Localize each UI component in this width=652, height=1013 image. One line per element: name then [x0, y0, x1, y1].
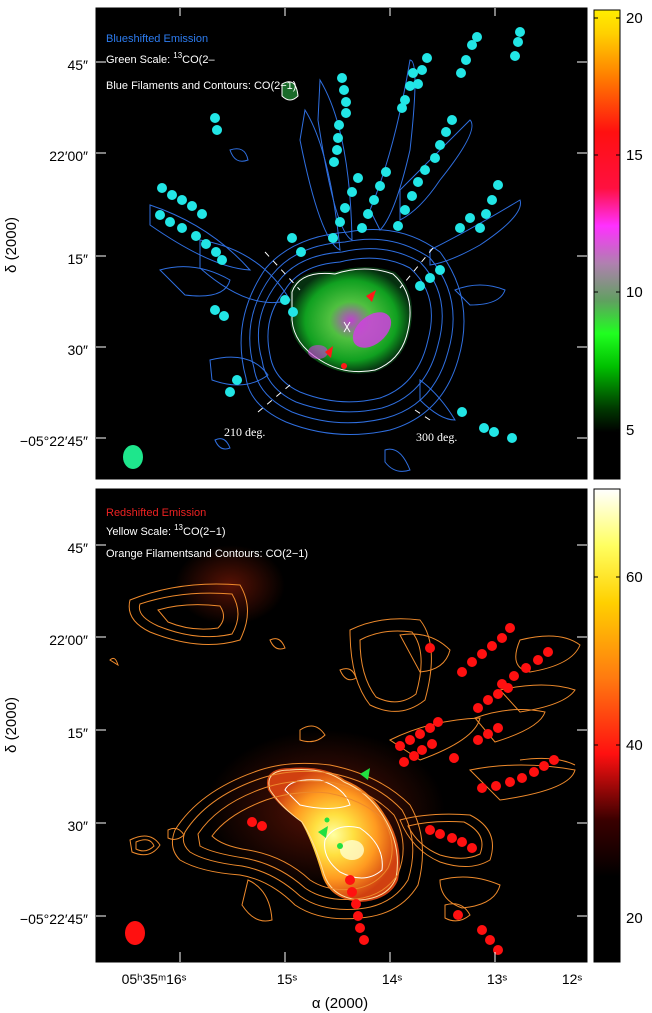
xtick-13s: 13ˢ: [487, 971, 508, 987]
xlabel: α (2000): [312, 995, 368, 1012]
bottom-scale-label: Yellow Scale: 13CO(2−1): [106, 523, 226, 538]
bottom-colorbar: [593, 488, 621, 963]
bottom-ytick-30: 30″: [67, 818, 88, 834]
bottom-cb-tick-60: 60: [626, 569, 643, 586]
top-cb-tick-5: 5: [626, 422, 634, 439]
bottom-ytick-45: 45″: [67, 540, 88, 556]
top-contours: [149, 59, 521, 472]
top-title: Blueshifted Emission: [106, 33, 208, 45]
top-13co-emission: [281, 81, 413, 374]
top-scale-label: Green Scale: 13CO(2–: [106, 51, 215, 66]
top-cb-tick-10: 10: [626, 284, 643, 301]
xtick-15s: 15ˢ: [277, 971, 298, 987]
bottom-ylabel: δ (2000): [3, 697, 20, 753]
top-contour-label: Blue Filaments and Contours: CO(2−1): [106, 80, 296, 92]
bottom-beam-ellipse: [125, 921, 145, 945]
top-sources: [325, 290, 376, 369]
top-beam-ellipse: [123, 445, 143, 469]
top-ytick-30: 30″: [67, 342, 88, 358]
top-ytick-2200: 22′00″: [49, 148, 88, 164]
bottom-cb-tick-40: 40: [626, 737, 643, 754]
bottom-panel: Redshifted Emission Yellow Scale: 13CO(2…: [3, 488, 643, 1012]
top-cb-tick-15: 15: [626, 147, 643, 164]
top-ytick-45: 45″: [67, 57, 88, 73]
top-cb-tick-20: 20: [626, 10, 643, 27]
bottom-contours: [109, 583, 581, 922]
bottom-sources: [318, 768, 370, 849]
bottom-filaments: [247, 623, 559, 955]
top-pa-lines: [257, 247, 434, 421]
bottom-cb-tick-20: 20: [626, 910, 643, 927]
bottom-contour-label: Orange Filamentsand Contours: CO(2−1): [106, 548, 308, 560]
xtick-14s: 14ˢ: [382, 971, 403, 987]
top-annotation-210: 210 deg.: [224, 425, 265, 439]
bottom-ytick-2200: 22′00″: [49, 632, 88, 648]
top-ylabel: δ (2000): [3, 217, 20, 273]
top-annotation-300: 300 deg.: [416, 430, 457, 444]
top-filaments: [155, 27, 525, 443]
bottom-ticks: [96, 544, 587, 962]
top-colorbar: [593, 9, 621, 480]
top-panel: 210 deg. 300 deg. Blueshifted Emission G…: [3, 7, 643, 480]
bottom-title: Redshifted Emission: [106, 507, 206, 519]
xtick-12s: 12ˢ: [562, 971, 583, 987]
bottom-ytick-15: 15″: [67, 725, 88, 741]
top-ytick-15: 15″: [67, 251, 88, 267]
bottom-ytick-0522: −05°22′45″: [20, 911, 88, 927]
top-ytick-0522: −05°22′45″: [20, 433, 88, 449]
xtick-16s: 05ʰ35ᵐ16ˢ: [122, 971, 187, 987]
top-ticks: [96, 8, 587, 439]
